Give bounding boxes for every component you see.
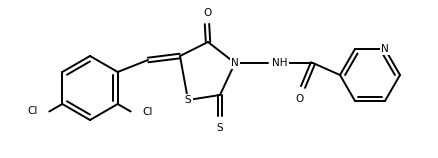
Text: S: S	[217, 123, 223, 133]
Text: N: N	[231, 58, 239, 68]
Text: N: N	[381, 44, 389, 54]
Text: NH: NH	[272, 58, 287, 68]
Text: Cl: Cl	[143, 106, 153, 116]
Text: O: O	[203, 8, 211, 18]
Text: S: S	[185, 95, 191, 105]
Text: O: O	[296, 94, 304, 104]
Text: Cl: Cl	[27, 106, 37, 116]
